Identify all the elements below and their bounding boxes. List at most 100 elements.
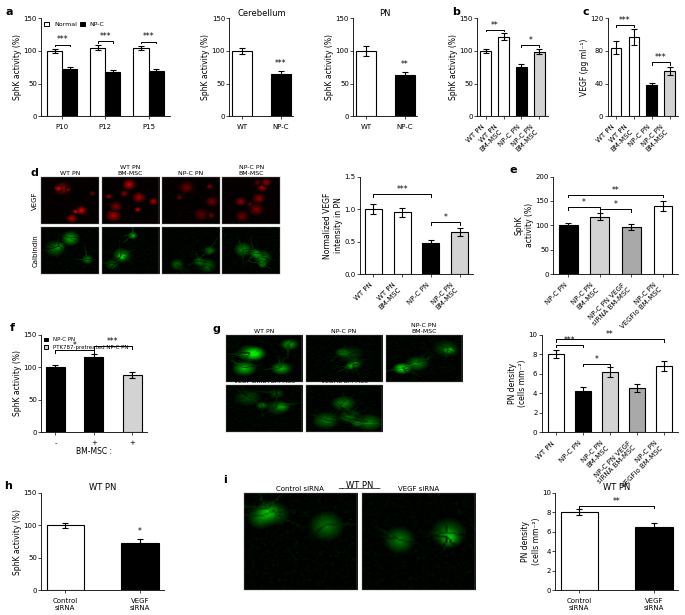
Bar bbox=[516, 66, 527, 116]
Title: WT PN: WT PN bbox=[60, 171, 80, 176]
Bar bbox=[123, 375, 142, 432]
Y-axis label: SphK activity (%): SphK activity (%) bbox=[325, 34, 334, 100]
Text: ***: *** bbox=[142, 32, 154, 41]
Y-axis label: SphK activity (%): SphK activity (%) bbox=[13, 509, 22, 574]
Bar bbox=[498, 37, 509, 116]
Text: g: g bbox=[212, 324, 221, 334]
Title: Human fibroblast: Human fibroblast bbox=[69, 0, 142, 1]
Title: NP-C PN
BM-MSC: NP-C PN BM-MSC bbox=[238, 165, 264, 176]
Bar bbox=[105, 72, 121, 116]
Text: *: * bbox=[614, 200, 617, 209]
Text: h: h bbox=[4, 481, 12, 491]
Text: a: a bbox=[5, 7, 12, 17]
Text: f: f bbox=[10, 323, 14, 333]
Y-axis label: SphK activity (%): SphK activity (%) bbox=[13, 34, 22, 100]
Bar bbox=[480, 51, 491, 116]
Text: i: i bbox=[223, 475, 227, 485]
Bar bbox=[62, 69, 77, 116]
Text: d: d bbox=[31, 168, 38, 178]
Text: *: * bbox=[528, 36, 532, 45]
Bar bbox=[575, 391, 591, 432]
Title: NP-C PN: NP-C PN bbox=[332, 329, 357, 335]
Bar bbox=[451, 232, 469, 274]
Bar bbox=[561, 512, 598, 590]
Y-axis label: Calbindin: Calbindin bbox=[32, 234, 38, 267]
Bar bbox=[393, 212, 411, 274]
Text: c: c bbox=[583, 7, 589, 17]
Legend: NP-C PN, PTK787-pretreated NP-C PN: NP-C PN, PTK787-pretreated NP-C PN bbox=[44, 338, 128, 350]
Title: Control siRNA: Control siRNA bbox=[276, 486, 324, 493]
Y-axis label: VEGF (pg ml⁻¹): VEGF (pg ml⁻¹) bbox=[580, 39, 588, 96]
Bar bbox=[602, 372, 618, 432]
Bar bbox=[232, 51, 251, 116]
Y-axis label: VEGF: VEGF bbox=[32, 191, 38, 210]
Title: NP-C PN
BM-MSC: NP-C PN BM-MSC bbox=[411, 323, 437, 335]
Bar bbox=[134, 48, 149, 116]
Bar bbox=[534, 52, 545, 116]
Bar bbox=[121, 543, 158, 590]
Text: ***: *** bbox=[56, 36, 68, 44]
Title: NP-C PN
VEGF siRNA BM-MSC: NP-C PN VEGF siRNA BM-MSC bbox=[234, 373, 295, 384]
Text: ***: *** bbox=[108, 338, 119, 346]
Bar bbox=[271, 74, 290, 116]
Y-axis label: SphK activity (%): SphK activity (%) bbox=[201, 34, 210, 100]
Bar bbox=[548, 354, 564, 432]
Bar bbox=[559, 225, 577, 274]
Text: WT PN: WT PN bbox=[346, 481, 373, 490]
Y-axis label: SphK activity (%): SphK activity (%) bbox=[13, 351, 22, 416]
Bar bbox=[90, 48, 105, 116]
Bar bbox=[84, 357, 103, 432]
Text: e: e bbox=[509, 165, 516, 175]
Text: ***: *** bbox=[275, 59, 286, 68]
Text: ─────────────: ───────────── bbox=[338, 487, 381, 492]
Bar bbox=[395, 75, 414, 116]
Text: **: ** bbox=[490, 20, 499, 30]
Bar bbox=[622, 227, 641, 274]
Bar bbox=[149, 71, 164, 116]
Y-axis label: SphK
activity (%): SphK activity (%) bbox=[514, 204, 534, 247]
Text: **: ** bbox=[401, 60, 409, 68]
Bar bbox=[664, 71, 675, 116]
Y-axis label: Normalized VEGF
intensity in PN: Normalized VEGF intensity in PN bbox=[323, 192, 342, 258]
Bar bbox=[629, 388, 645, 432]
Bar bbox=[365, 209, 382, 274]
Text: *: * bbox=[582, 198, 586, 207]
Title: PN: PN bbox=[379, 9, 391, 18]
Title: Cerebellum: Cerebellum bbox=[237, 9, 286, 18]
Y-axis label: SphK activity (%): SphK activity (%) bbox=[449, 34, 458, 100]
Text: **: ** bbox=[612, 186, 619, 194]
Bar bbox=[635, 527, 673, 590]
X-axis label: BM-MSC :: BM-MSC : bbox=[76, 447, 112, 456]
Text: ***: *** bbox=[619, 16, 631, 25]
Legend: Normal, NP-C: Normal, NP-C bbox=[45, 22, 105, 27]
Text: *: * bbox=[595, 355, 598, 363]
Bar bbox=[590, 216, 609, 274]
Text: *: * bbox=[73, 341, 77, 351]
Bar bbox=[611, 48, 621, 116]
Bar bbox=[422, 243, 440, 274]
Bar bbox=[356, 51, 375, 116]
Text: *: * bbox=[443, 213, 447, 222]
Bar bbox=[47, 525, 84, 590]
Text: ***: *** bbox=[564, 336, 575, 345]
Title: WT PN: WT PN bbox=[603, 483, 630, 492]
Title: VEGF siRNA: VEGF siRNA bbox=[399, 486, 440, 493]
Title: WT PN: WT PN bbox=[89, 483, 116, 492]
Y-axis label: PN density
(cells mm⁻²): PN density (cells mm⁻²) bbox=[508, 360, 527, 407]
Text: ***: *** bbox=[655, 54, 667, 62]
Title: WT PN: WT PN bbox=[254, 329, 275, 335]
Bar bbox=[47, 51, 62, 116]
Bar bbox=[656, 366, 672, 432]
Text: **: ** bbox=[606, 330, 614, 339]
Title: NP-C PN: NP-C PN bbox=[178, 171, 203, 176]
Text: *: * bbox=[138, 526, 142, 536]
Bar bbox=[653, 206, 673, 274]
Text: ***: *** bbox=[99, 31, 111, 41]
Bar bbox=[46, 367, 65, 432]
Title: WT PN
BM-MSC: WT PN BM-MSC bbox=[118, 165, 143, 176]
Text: **: ** bbox=[613, 497, 621, 506]
Text: ***: *** bbox=[397, 185, 408, 194]
Text: b: b bbox=[452, 7, 460, 17]
Bar bbox=[647, 85, 657, 116]
Bar bbox=[629, 37, 639, 116]
